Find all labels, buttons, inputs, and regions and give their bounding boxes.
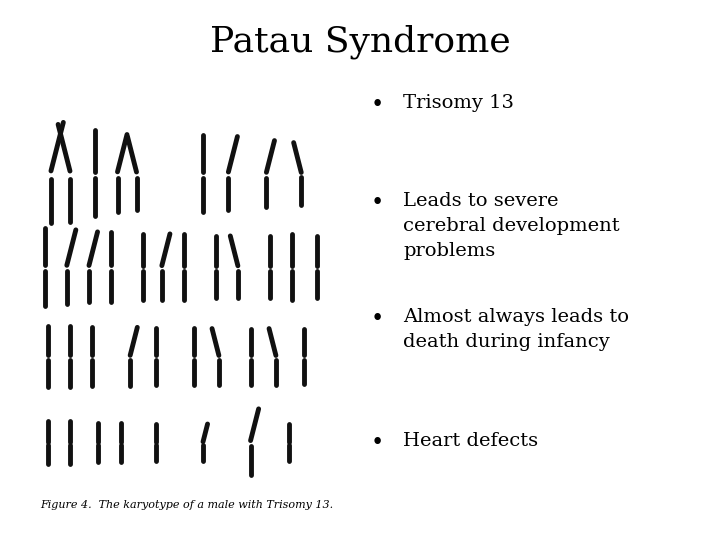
Text: Figure 4.  The karyotype of a male with Trisomy 13.: Figure 4. The karyotype of a male with T… (40, 500, 334, 510)
Text: •: • (371, 192, 384, 214)
Text: •: • (371, 308, 384, 330)
Text: Leads to severe
cerebral development
problems: Leads to severe cerebral development pro… (403, 192, 620, 260)
Text: Heart defects: Heart defects (403, 432, 539, 450)
Text: •: • (371, 432, 384, 454)
Text: •: • (371, 94, 384, 117)
Text: Trisomy 13: Trisomy 13 (403, 94, 514, 112)
Text: Almost always leads to
death during infancy: Almost always leads to death during infa… (403, 308, 629, 351)
Text: Patau Syndrome: Patau Syndrome (210, 24, 510, 59)
